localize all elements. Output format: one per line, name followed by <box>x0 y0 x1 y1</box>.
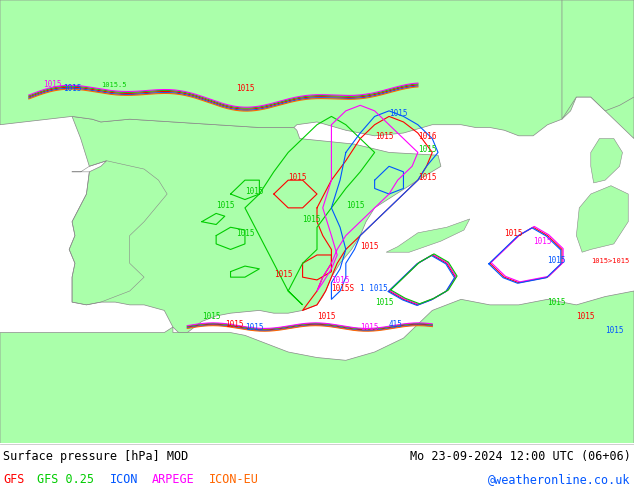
Text: 1015: 1015 <box>418 173 436 182</box>
Text: 1015: 1015 <box>418 146 436 154</box>
Text: 1015: 1015 <box>360 323 378 332</box>
Polygon shape <box>0 0 634 139</box>
Text: 1015: 1015 <box>375 132 393 141</box>
Text: GFS: GFS <box>3 473 25 486</box>
Text: 1015: 1015 <box>317 312 335 321</box>
Text: 1015: 1015 <box>302 215 321 224</box>
Text: 1015: 1015 <box>548 256 566 265</box>
Text: 1015>1015: 1015>1015 <box>591 258 629 264</box>
Polygon shape <box>69 117 441 333</box>
Text: 1015: 1015 <box>389 109 408 119</box>
Polygon shape <box>386 219 470 252</box>
Text: 1016: 1016 <box>418 132 436 141</box>
Polygon shape <box>0 291 634 443</box>
Text: ICON: ICON <box>110 473 138 486</box>
Text: 1015: 1015 <box>375 298 393 307</box>
Text: Surface pressure [hPa] MOD: Surface pressure [hPa] MOD <box>3 450 188 463</box>
Polygon shape <box>562 0 634 119</box>
Text: 1015: 1015 <box>236 228 255 238</box>
Text: ICON-EU: ICON-EU <box>209 473 259 486</box>
Text: 1015: 1015 <box>274 270 292 279</box>
Text: 1015: 1015 <box>63 84 82 94</box>
Text: 1015: 1015 <box>360 243 378 251</box>
Text: 1015: 1015 <box>225 320 243 329</box>
Text: @weatheronline.co.uk: @weatheronline.co.uk <box>488 473 631 486</box>
Text: 1015: 1015 <box>605 325 624 335</box>
Polygon shape <box>576 186 628 252</box>
Text: 1015: 1015 <box>346 201 365 210</box>
Text: 1015: 1015 <box>332 276 350 285</box>
Text: 1015: 1015 <box>548 298 566 307</box>
Text: 1015: 1015 <box>236 84 255 94</box>
Text: Mo 23-09-2024 12:00 UTC (06+06): Mo 23-09-2024 12:00 UTC (06+06) <box>410 450 631 463</box>
Text: 1015.5: 1015.5 <box>101 82 126 88</box>
Polygon shape <box>591 139 623 183</box>
Text: 1 1015: 1 1015 <box>360 284 388 293</box>
Text: 1015: 1015 <box>245 187 264 196</box>
Text: 1015S: 1015S <box>332 284 354 293</box>
Text: 1015: 1015 <box>288 173 307 182</box>
Text: GFS 0.25: GFS 0.25 <box>37 473 94 486</box>
Text: 1015: 1015 <box>43 80 61 89</box>
Text: 1015: 1015 <box>245 323 264 332</box>
Text: 415: 415 <box>389 320 403 329</box>
Text: 1015: 1015 <box>216 201 235 210</box>
Text: 1015: 1015 <box>202 312 220 321</box>
Text: 1015: 1015 <box>576 312 595 321</box>
Text: 1015: 1015 <box>504 228 523 238</box>
Text: 1015: 1015 <box>533 237 552 246</box>
Text: ARPEGE: ARPEGE <box>152 473 194 486</box>
